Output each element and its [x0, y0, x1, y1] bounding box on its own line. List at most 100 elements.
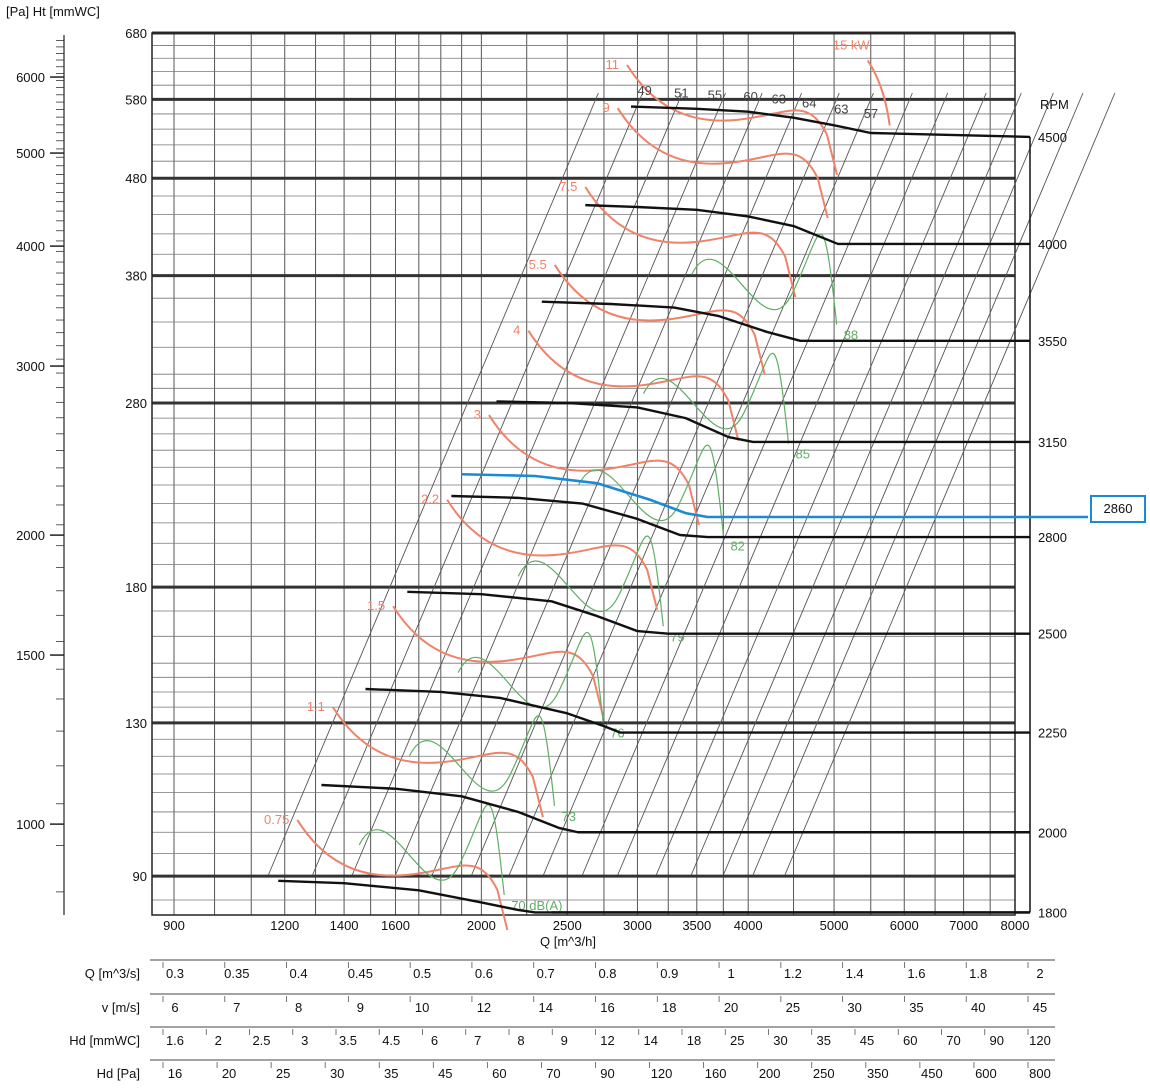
left-axis-title: [Pa] Ht [mmWC]: [6, 4, 100, 19]
noise-curve: [457, 631, 604, 723]
scale-value: 3.5: [339, 1033, 357, 1048]
scale-value: 30: [847, 1000, 861, 1015]
scale-value: 0.35: [224, 966, 249, 981]
scale-value: 18: [687, 1033, 701, 1048]
rpm-label: 3150: [1038, 435, 1067, 450]
power-curve: [392, 605, 605, 717]
scale-value: 0.3: [166, 966, 184, 981]
scale-label: Hd [mmWC]: [69, 1033, 140, 1048]
scale-value: 0.45: [348, 966, 373, 981]
q-tick-label: 7000: [949, 918, 978, 933]
noise-label: 79: [670, 629, 684, 644]
scale-label: v [m/s]: [102, 1000, 140, 1015]
pa-tick-label: 1500: [16, 648, 45, 663]
rpm-label: 3550: [1038, 334, 1067, 349]
power-curve: [296, 819, 509, 931]
noise-curve: [358, 804, 505, 896]
top-noise-label: 63: [834, 102, 848, 117]
scale-value: 45: [860, 1033, 874, 1048]
speed-curve: [278, 879, 1030, 914]
q-tick-label: 4000: [734, 918, 763, 933]
noise-curve: [408, 715, 556, 806]
q-tick-label: 1400: [330, 918, 359, 933]
power-label: 9: [602, 100, 609, 115]
scale-value: 16: [600, 1000, 614, 1015]
system-line: [752, 92, 1084, 876]
scale-value: 90: [990, 1033, 1004, 1048]
speed-curve: [585, 203, 1030, 246]
noise-curve: [691, 233, 838, 325]
speed-curve: [451, 494, 1030, 539]
system-line: [617, 92, 949, 876]
q-tick-label: 2000: [467, 918, 496, 933]
q-tick-label: 8000: [1001, 918, 1030, 933]
scale-value: 60: [492, 1066, 506, 1081]
scale-value: 16: [168, 1066, 182, 1081]
scale-label: Q [m^3/s]: [85, 966, 140, 981]
scale-value: 35: [384, 1066, 398, 1081]
top-noise-label: 63: [772, 91, 786, 106]
scale-value: 70: [546, 1066, 560, 1081]
power-label: 2.2: [421, 492, 439, 507]
speed-curves: 4500 4000 3550 3150 2800 2500 2250 2000 1800: [278, 105, 1088, 920]
speed-curve: [630, 105, 1031, 139]
mmwc-tick-label: 280: [125, 396, 147, 411]
pa-tick-label: 5000: [16, 146, 45, 161]
scale-value: 4.5: [382, 1033, 400, 1048]
q-tick-label: 900: [163, 918, 185, 933]
scale-label: Hd [Pa]: [97, 1066, 140, 1081]
scale-value: 1.6: [907, 966, 925, 981]
noise-curve: [517, 535, 664, 627]
scale-value: 350: [867, 1066, 889, 1081]
power-label: 7.5: [559, 179, 577, 194]
scale-value: 14: [644, 1033, 658, 1048]
power-label: 5.5: [529, 257, 547, 272]
scale-value: 90: [600, 1066, 614, 1081]
scale-value: 30: [330, 1066, 344, 1081]
power-label: 0.75: [264, 812, 289, 827]
scale-value: 3: [301, 1033, 308, 1048]
mmwc-tick-label: 130: [125, 716, 147, 731]
speed-curve: [365, 687, 1030, 734]
noise-label: 73: [561, 809, 575, 824]
power-label: 1.5: [367, 598, 385, 613]
scale-value: 7: [474, 1033, 481, 1048]
top-noise-label: 49: [637, 83, 651, 98]
mmwc-tick-label: 90: [133, 869, 147, 884]
q-tick-label: 1600: [381, 918, 410, 933]
rpm-label: 2800: [1038, 530, 1067, 545]
scale-value: 800: [1029, 1066, 1051, 1081]
plot-frame: [151, 32, 1016, 916]
q-tick-label: 6000: [890, 918, 919, 933]
scale-value: 160: [705, 1066, 727, 1081]
power-curve: [866, 59, 891, 126]
scale-value: 120: [1029, 1033, 1051, 1048]
scale-value: 8: [295, 1000, 302, 1015]
scale-value: 1.2: [784, 966, 802, 981]
system-line: [581, 92, 913, 876]
scale-value: 0.6: [475, 966, 493, 981]
pa-axis: 1000 1500 2000 3000 4000 5000 6000: [16, 35, 65, 915]
scale-value: 9: [561, 1033, 568, 1048]
system-line: [690, 92, 1022, 876]
pa-tick-label: 3000: [16, 359, 45, 374]
scale-value: 30: [773, 1033, 787, 1048]
system-line: [722, 92, 1054, 876]
scale-value: 0.5: [413, 966, 431, 981]
scale-value: 250: [813, 1066, 835, 1081]
scale-value: 8: [517, 1033, 524, 1048]
mmwc-axis: 90 130 180 280 380 480 580 680: [125, 26, 147, 884]
scale-value: 1.8: [969, 966, 987, 981]
q-tick-label: 2500: [553, 918, 582, 933]
rpm-label: 2250: [1038, 726, 1067, 741]
mmwc-tick-label: 680: [125, 26, 147, 41]
scale-value: 35: [909, 1000, 923, 1015]
scale-value: 600: [975, 1066, 997, 1081]
scale-value: 450: [921, 1066, 943, 1081]
rpm-label: 1800: [1038, 905, 1067, 920]
scale-value: 200: [759, 1066, 781, 1081]
noise-label: 85: [796, 447, 810, 462]
power-label: 4: [513, 323, 520, 338]
power-curve: [527, 330, 740, 441]
noise-label: 88: [844, 327, 858, 342]
